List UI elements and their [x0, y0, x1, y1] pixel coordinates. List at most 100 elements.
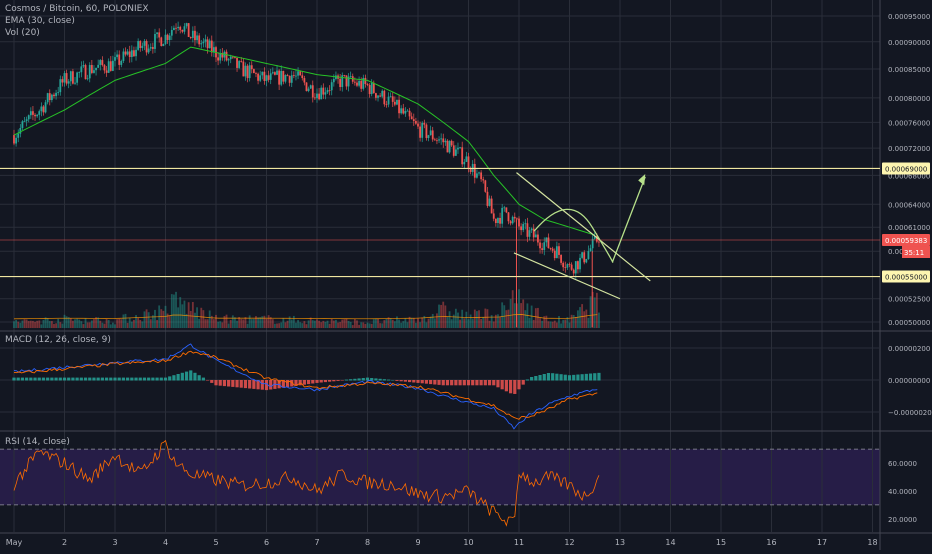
macd-histogram-bar — [100, 377, 104, 381]
volume-bar — [187, 302, 190, 328]
volume-bar — [463, 318, 466, 328]
candle-body — [229, 56, 232, 60]
volume-bar — [74, 319, 76, 328]
volume-bar — [248, 315, 251, 328]
volume-bar — [261, 316, 264, 328]
candle-body — [196, 35, 198, 41]
candle-body — [515, 218, 518, 220]
macd-histogram-bar — [41, 377, 46, 381]
macd-histogram-bar — [311, 380, 315, 384]
volume-bar — [366, 322, 369, 328]
candle-body — [189, 37, 192, 38]
candle-body — [154, 34, 156, 49]
macd-histogram-bar — [50, 377, 54, 381]
volume-bar — [452, 314, 455, 328]
legend-rsi[interactable]: RSI (14, close) — [5, 437, 70, 447]
volume-bar — [492, 321, 495, 328]
candle-body — [360, 80, 363, 89]
date-axis-label: 12 — [564, 538, 574, 547]
volume-bar — [252, 318, 255, 328]
candle-body — [257, 73, 259, 81]
legend-macd[interactable]: MACD (12, 26, close, 9) — [5, 335, 111, 345]
rsi-tick-label: 60.0000 — [888, 460, 917, 468]
volume-bar — [433, 318, 436, 328]
volume-bar — [358, 324, 360, 328]
volume-bar — [69, 318, 72, 328]
candle-body — [330, 82, 333, 91]
candle-body — [145, 41, 148, 53]
macd-histogram-bar — [370, 378, 374, 381]
legend-volume[interactable]: Vol (20) — [5, 28, 40, 38]
candle-body — [469, 168, 472, 172]
macd-histogram-bar — [496, 380, 500, 388]
candle-body — [461, 147, 464, 165]
candle-body — [400, 108, 403, 114]
volume-bar — [431, 313, 434, 328]
candle-body — [65, 73, 68, 84]
macd-histogram-bar — [513, 380, 517, 394]
candle-body — [385, 104, 388, 106]
volume-bar — [141, 321, 144, 328]
macd-histogram-bar — [172, 375, 176, 381]
volume-bar — [196, 307, 198, 328]
volume-bar — [292, 315, 295, 328]
volume-bar — [242, 319, 245, 328]
candle-body — [412, 119, 415, 122]
date-axis-label: 15 — [716, 538, 726, 547]
volume-bar — [103, 323, 106, 328]
volume-bar — [368, 323, 371, 328]
macd-histogram-bar — [319, 380, 323, 383]
volume-bar — [156, 320, 158, 328]
macd-histogram-bar — [382, 379, 386, 381]
macd-histogram-bar — [79, 377, 83, 381]
volume-bar — [269, 317, 272, 328]
candle-body — [59, 79, 62, 93]
volume-bar — [457, 312, 459, 328]
volume-bar — [328, 323, 331, 328]
volume-bar — [459, 319, 461, 328]
volume-bar — [591, 291, 594, 328]
rsi-line — [13, 439, 600, 527]
macd-histogram-bar — [290, 380, 294, 387]
macd-histogram-bar — [269, 380, 273, 390]
candle-body — [448, 140, 451, 153]
volume-bar — [499, 316, 501, 328]
date-axis-label: 18 — [867, 538, 877, 547]
macd-histogram-bar — [117, 377, 121, 381]
price-label-text: 0.00055000 — [885, 274, 927, 282]
candle-body — [42, 106, 45, 113]
candle-body — [231, 56, 234, 58]
volume-bar — [427, 318, 430, 328]
candle-body — [53, 94, 55, 97]
candle-body — [585, 258, 588, 263]
candle-body — [151, 47, 154, 49]
candle-body — [375, 93, 377, 98]
candle-body — [267, 75, 270, 80]
price-tick-label: 0.00064000 — [888, 201, 930, 209]
macd-histogram-bar — [433, 380, 437, 385]
macd-histogram-bar — [201, 377, 205, 381]
macd-histogram-bar — [37, 377, 41, 381]
legend-ema[interactable]: EMA (30, close) — [5, 16, 75, 26]
macd-histogram-bar — [214, 380, 218, 386]
candle-body — [488, 198, 491, 206]
volume-bar — [345, 318, 348, 328]
candle-body — [63, 73, 66, 83]
volume-bar — [467, 319, 470, 328]
date-axis-label: 17 — [817, 538, 827, 547]
candle-body — [328, 90, 331, 91]
candle-body — [541, 248, 544, 250]
candle-body — [417, 123, 419, 127]
date-axis-label: 3 — [112, 538, 117, 547]
volume-bar — [212, 319, 215, 328]
legend-symbol[interactable]: Cosmos / Bitcoin, 60, POLONIEX — [5, 4, 149, 14]
date-axis-label: 10 — [463, 538, 473, 547]
macd-histogram-bar — [29, 377, 33, 381]
candle-body — [476, 173, 478, 178]
volume-bar — [135, 315, 137, 328]
volume-bar — [398, 319, 400, 328]
volume-bar — [574, 316, 577, 328]
candle-body — [149, 47, 152, 49]
